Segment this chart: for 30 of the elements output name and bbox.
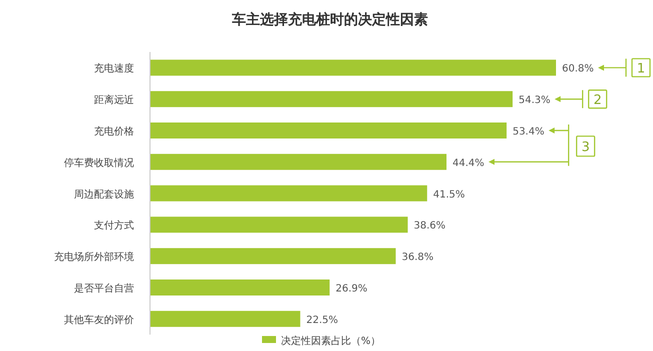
bar bbox=[150, 122, 507, 138]
data-label: 60.8% bbox=[562, 64, 594, 75]
bar bbox=[150, 280, 330, 296]
data-label: 36.8% bbox=[402, 252, 434, 264]
bar bbox=[150, 185, 428, 202]
bar bbox=[150, 310, 300, 327]
bar bbox=[150, 154, 446, 170]
data-label: 22.5% bbox=[306, 314, 338, 326]
bar bbox=[150, 60, 556, 76]
data-label: 38.6% bbox=[414, 220, 446, 232]
chart-title: 车主选择充电桩时的决定性因素 bbox=[231, 11, 428, 28]
data-label: 54.3% bbox=[518, 95, 550, 106]
legend-label: 决定性因素占比（%） bbox=[281, 335, 381, 347]
bar bbox=[150, 248, 396, 264]
data-label: 41.5% bbox=[433, 189, 465, 200]
y-tick-label: 其他车友的评价 bbox=[64, 314, 134, 326]
y-tick-label: 充电价格 bbox=[94, 126, 134, 138]
y-tick-label: 充电速度 bbox=[94, 62, 134, 75]
y-tick-label: 充电场所外部环境 bbox=[54, 251, 134, 264]
bar bbox=[150, 91, 513, 108]
y-tick-label: 周边配套设施 bbox=[74, 188, 134, 200]
bar bbox=[150, 216, 408, 233]
legend: 决定性因素占比（%） bbox=[262, 336, 381, 347]
y-tick-label: 支付方式 bbox=[94, 220, 134, 232]
data-label: 53.4% bbox=[512, 126, 544, 138]
y-tick-label: 停车费收取情况 bbox=[64, 156, 134, 169]
data-label: 44.4% bbox=[452, 158, 484, 169]
y-tick-label: 是否平台自营 bbox=[74, 282, 134, 294]
data-label: 26.9% bbox=[336, 284, 368, 294]
y-tick-label: 距离远近 bbox=[94, 94, 134, 106]
